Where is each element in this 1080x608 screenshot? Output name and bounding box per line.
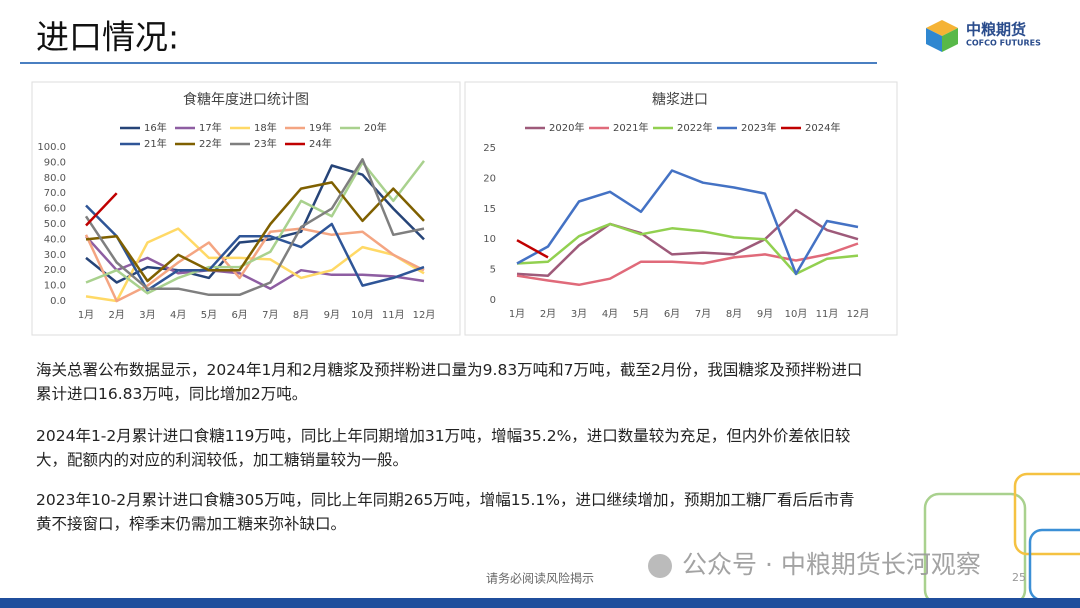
legend-label: 2022年 xyxy=(677,121,712,134)
chart-title: 糖浆进口 xyxy=(652,92,708,108)
y-tick-label: 0.0 xyxy=(50,296,66,307)
y-tick-label: 50.0 xyxy=(44,219,66,230)
title-rule xyxy=(20,62,877,64)
series-line xyxy=(516,239,549,259)
y-tick-label: 15 xyxy=(483,204,496,215)
y-tick-label: 20 xyxy=(483,173,496,184)
series-line xyxy=(85,192,118,227)
x-tick-label: 2月 xyxy=(540,308,556,320)
x-tick-label: 5月 xyxy=(633,308,649,320)
paragraph: 2024年1-2月累计进口食糖119万吨，同比上年同期增加31万吨，增幅35.2… xyxy=(36,427,851,469)
footer-bar xyxy=(0,598,1080,608)
x-tick-label: 10月 xyxy=(351,309,374,321)
y-tick-label: 80.0 xyxy=(44,173,66,184)
y-tick-label: 20.0 xyxy=(44,265,66,276)
series-line xyxy=(85,204,425,292)
paragraph: 2023年10-2月累计进口食糖305万吨，同比上年同期265万吨，增幅15.1… xyxy=(36,491,855,533)
paragraph: 海关总署公布数据显示，2024年1月和2月糖浆及预拌粉进口量为9.83万吨和7万… xyxy=(36,361,863,403)
chart-title: 食糖年度进口统计图 xyxy=(183,91,309,108)
series-line xyxy=(516,169,859,276)
legend-label: 2023年 xyxy=(741,121,776,134)
wechat-icon xyxy=(648,554,672,578)
x-tick-label: 10月 xyxy=(785,308,808,320)
decor xyxy=(923,472,1080,606)
x-tick-label: 2月 xyxy=(109,309,125,321)
legend-label: 20年 xyxy=(364,121,387,134)
y-tick-label: 60.0 xyxy=(44,204,66,215)
x-tick-label: 1月 xyxy=(509,308,525,320)
y-tick-label: 10 xyxy=(483,234,496,245)
x-tick-label: 7月 xyxy=(262,309,278,321)
legend-label: 22年 xyxy=(199,137,222,150)
logo-en: COFCO FUTURES xyxy=(966,39,1041,48)
x-tick-label: 12月 xyxy=(413,309,436,321)
legend-label: 23年 xyxy=(254,137,277,150)
x-tick-label: 11月 xyxy=(816,308,839,320)
x-tick-label: 5月 xyxy=(201,309,217,321)
x-tick-label: 8月 xyxy=(726,308,742,320)
page-number: 25 xyxy=(1012,571,1026,584)
legend-label: 16年 xyxy=(144,121,167,134)
series-line xyxy=(85,235,425,290)
x-tick-label: 8月 xyxy=(293,309,309,321)
watermark: 公众号 · 中粮期货长河观察 xyxy=(682,550,981,579)
y-tick-label: 5 xyxy=(490,265,496,276)
x-tick-label: 4月 xyxy=(602,308,618,320)
legend-label: 21年 xyxy=(144,137,167,150)
x-tick-label: 3月 xyxy=(139,309,155,321)
x-tick-label: 9月 xyxy=(324,309,340,321)
series-line xyxy=(85,181,425,283)
logo-cn: 中粮期货 xyxy=(966,21,1026,39)
chart-frame xyxy=(464,81,898,336)
x-tick-label: 9月 xyxy=(757,308,773,320)
y-tick-label: 70.0 xyxy=(44,188,66,199)
series-line xyxy=(85,164,425,284)
x-tick-label: 3月 xyxy=(571,308,587,320)
slide-title: 进口情况: xyxy=(36,18,179,57)
y-tick-label: 90.0 xyxy=(44,157,66,168)
legend-label: 2021年 xyxy=(613,121,648,134)
x-tick-label: 7月 xyxy=(695,308,711,320)
legend-label: 17年 xyxy=(199,121,222,134)
series-line xyxy=(516,208,859,277)
x-tick-label: 11月 xyxy=(382,309,405,321)
legend-label: 24年 xyxy=(309,137,332,150)
x-tick-label: 12月 xyxy=(847,308,870,320)
legend-label: 19年 xyxy=(309,121,332,134)
y-tick-label: 0 xyxy=(490,295,496,306)
y-tick-label: 25 xyxy=(483,143,496,154)
x-tick-label: 1月 xyxy=(78,309,94,321)
legend-label: 18年 xyxy=(254,121,277,134)
series-line xyxy=(84,158,425,297)
disclaimer: 请务必阅读风险揭示 xyxy=(486,571,594,586)
series-line xyxy=(516,222,859,276)
y-tick-label: 40.0 xyxy=(44,234,66,245)
y-tick-label: 10.0 xyxy=(44,281,66,292)
y-tick-label: 100.0 xyxy=(37,142,66,153)
legend-label: 2024年 xyxy=(805,121,840,134)
x-tick-label: 6月 xyxy=(231,309,247,321)
x-tick-label: 4月 xyxy=(170,309,186,321)
logo xyxy=(926,20,958,52)
series-line xyxy=(516,242,859,287)
x-tick-label: 6月 xyxy=(664,308,680,320)
y-tick-label: 30.0 xyxy=(44,250,66,261)
legend-label: 2020年 xyxy=(549,121,584,134)
